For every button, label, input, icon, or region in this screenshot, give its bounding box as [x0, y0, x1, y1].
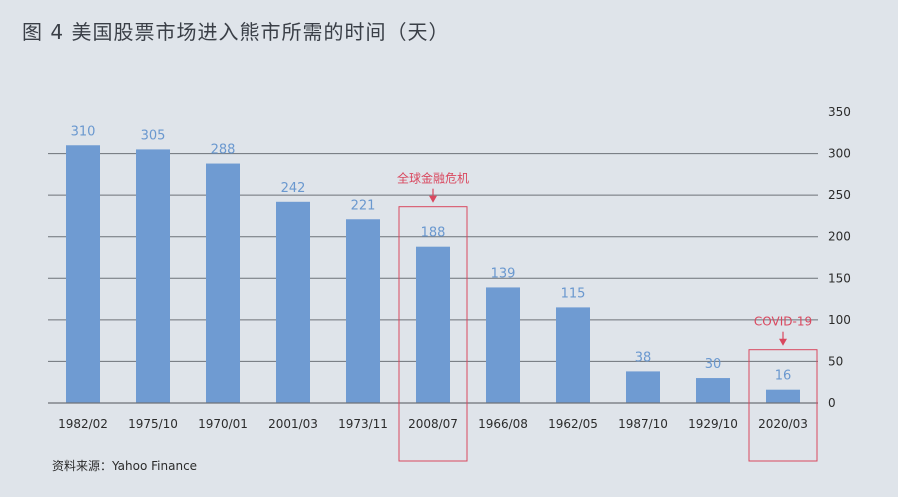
bar [626, 371, 660, 403]
chart-title: 图 4 美国股票市场进入熊市所需的时间（天） [22, 20, 450, 44]
x-tick-label: 2008/07 [408, 417, 458, 431]
annotation-label: 全球金融危机 [397, 171, 469, 186]
data-label: 288 [211, 143, 236, 158]
x-tick-label: 2020/03 [758, 417, 808, 431]
bar [486, 287, 520, 403]
y-tick-label: 0 [828, 396, 836, 410]
bar [696, 378, 730, 403]
bar [206, 163, 240, 403]
x-tick-label: 1970/01 [198, 417, 248, 431]
source-note: 资料来源：Yahoo Finance [52, 459, 198, 473]
x-tick-label: 2001/03 [268, 417, 318, 431]
bar [136, 149, 170, 403]
y-tick-label: 200 [828, 230, 851, 244]
y-tick-label: 150 [828, 271, 851, 285]
x-tick-label: 1982/02 [58, 417, 108, 431]
data-label: 242 [281, 181, 306, 196]
y-tick-label: 50 [828, 354, 843, 368]
data-label: 139 [491, 266, 516, 281]
annotation-arrowhead [779, 338, 787, 346]
data-label: 38 [635, 350, 652, 365]
data-label: 30 [705, 357, 722, 372]
data-label: 188 [421, 226, 446, 241]
x-tick-label: 1962/05 [548, 417, 598, 431]
x-tick-label: 1929/10 [688, 417, 738, 431]
annotation-arrowhead [429, 195, 437, 203]
x-tick-label: 1987/10 [618, 417, 668, 431]
x-tick-label: 1975/10 [128, 417, 178, 431]
bar [416, 246, 450, 403]
data-label: 115 [561, 286, 586, 301]
y-tick-label: 300 [828, 147, 851, 161]
x-tick-label: 1966/08 [478, 417, 528, 431]
bar [766, 389, 800, 403]
y-tick-label: 350 [828, 105, 851, 119]
data-label: 16 [775, 369, 792, 384]
y-tick-label: 250 [828, 188, 851, 202]
data-label: 305 [141, 128, 166, 143]
highlight-box [748, 349, 818, 462]
annotation-label: COVID-19 [754, 315, 812, 329]
y-tick-label: 100 [828, 313, 851, 327]
bar [276, 201, 310, 403]
x-tick-label: 1973/11 [338, 417, 388, 431]
data-label: 310 [71, 124, 96, 139]
bar [66, 145, 100, 403]
data-label: 221 [351, 198, 376, 213]
bar [346, 219, 380, 403]
bar [556, 307, 590, 403]
highlight-box [398, 206, 468, 462]
